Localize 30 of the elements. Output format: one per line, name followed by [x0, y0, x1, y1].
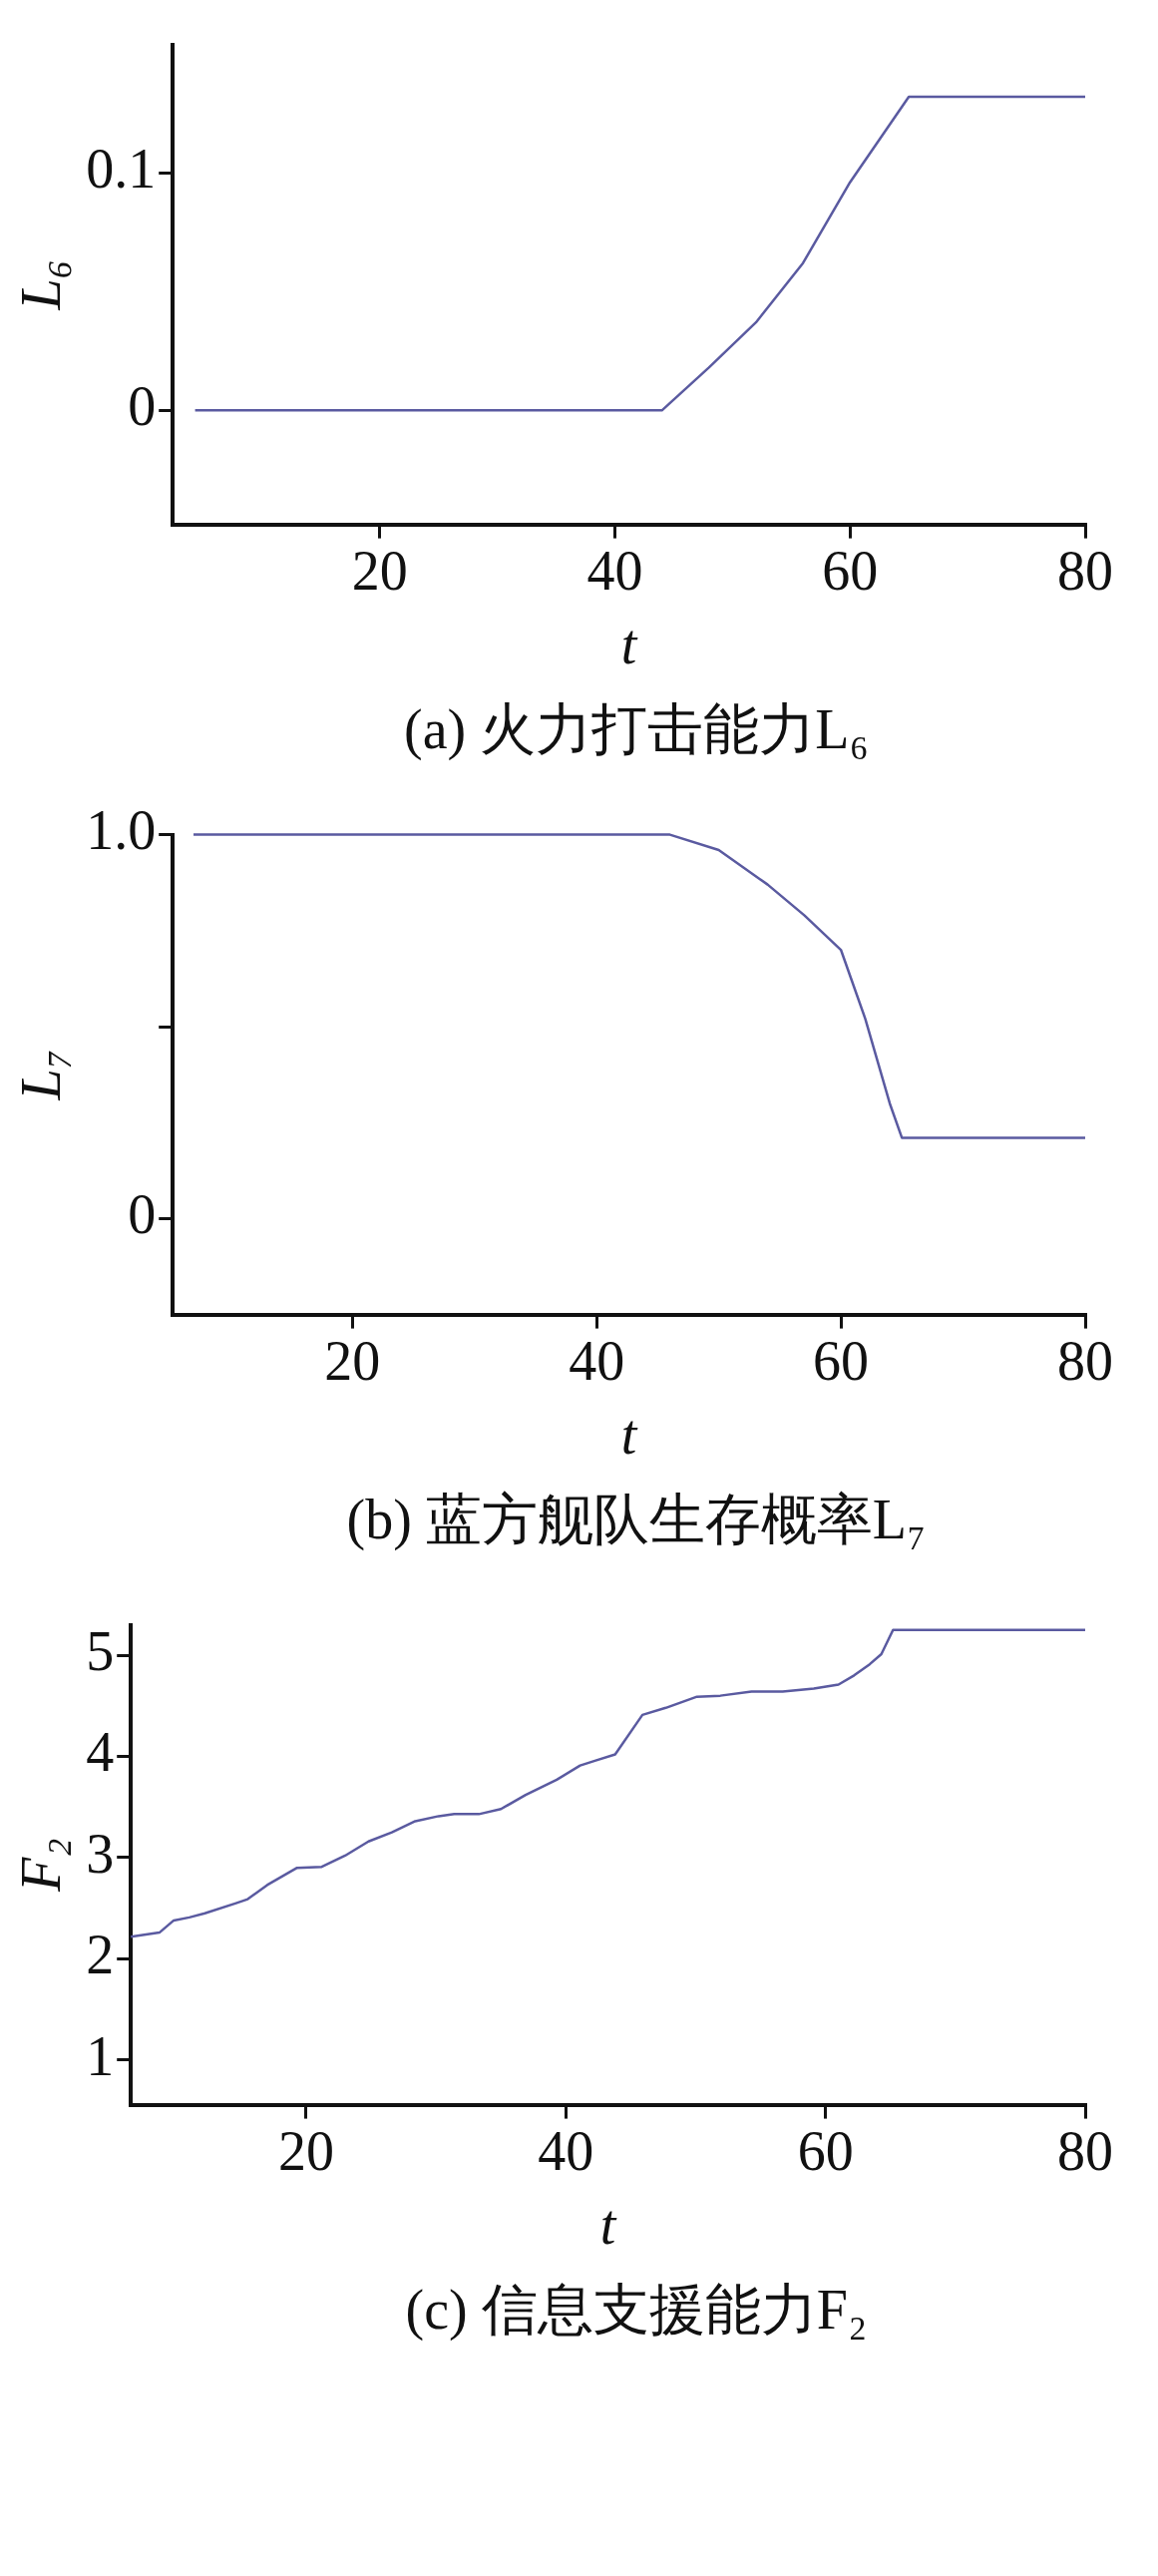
x-tick-label: 20 — [351, 539, 408, 602]
y-tick-label: 1 — [86, 2024, 115, 2087]
x-axis-title: t — [620, 614, 638, 676]
x-tick-label: 60 — [813, 1329, 870, 1392]
y-tick-label: 5 — [86, 1619, 115, 1682]
x-tick-label: 20 — [277, 2119, 334, 2182]
x-tick-label: 80 — [1057, 2119, 1113, 2182]
y-axis-title: F₂ — [10, 1838, 73, 1893]
text: (b) 蓝方舰队生存概率L₇ — [345, 1488, 928, 1552]
y-tick-label: 3 — [86, 1822, 115, 1885]
y-tick-label: 2 — [86, 1924, 115, 1986]
y-tick-label: 0 — [128, 375, 157, 438]
x-tick-label: 80 — [1057, 1329, 1113, 1392]
x-tick-label: 40 — [586, 539, 643, 602]
x-tick-label: 40 — [569, 1329, 625, 1392]
y-axis-title: L₆ — [10, 258, 73, 311]
y-tick-label: 4 — [86, 1721, 115, 1784]
x-tick-label: 20 — [324, 1329, 381, 1392]
x-axis-title: t — [599, 2194, 617, 2257]
x-tick-label: 40 — [538, 2119, 594, 2182]
x-tick-label: 80 — [1057, 539, 1113, 602]
text: (c) 信息支援能力F₂ — [404, 2278, 869, 2343]
x-axis-title: t — [620, 1404, 638, 1467]
y-axis-title: L₇ — [10, 1049, 73, 1101]
text: (a) 火力打击能力L₆ — [403, 697, 870, 762]
y-tick-label: 0 — [128, 1183, 157, 1246]
x-tick-label: 60 — [797, 2119, 854, 2182]
x-tick-label: 60 — [822, 539, 879, 602]
y-tick-label: 1.0 — [86, 799, 157, 862]
y-tick-label: 0.1 — [86, 137, 157, 200]
